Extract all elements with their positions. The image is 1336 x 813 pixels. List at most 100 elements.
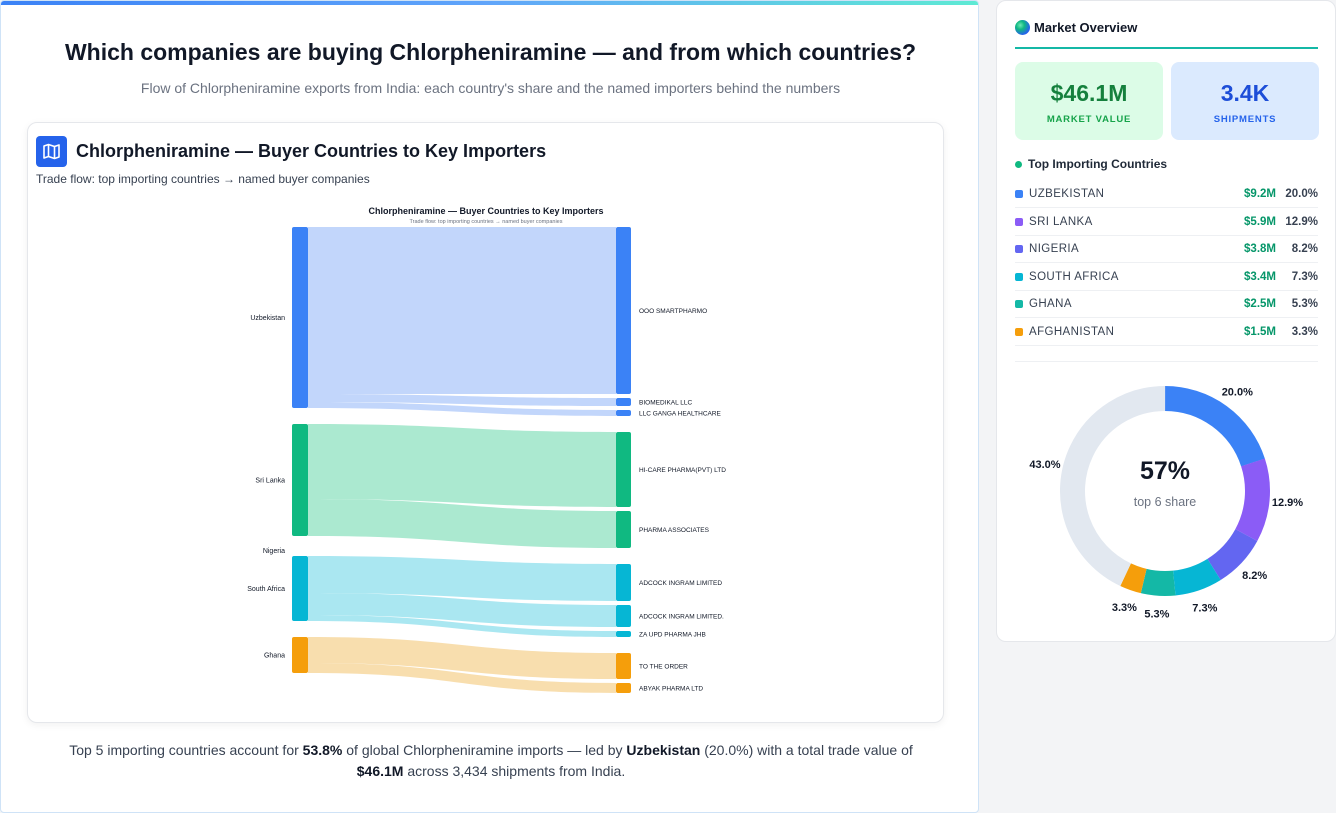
page-subtitle: Flow of Chlorpheniramine exports from In… <box>140 80 841 96</box>
sankey-label-hi-care-pharma-pvt-ltd: HI-CARE PHARMA(PVT) LTD <box>639 467 726 474</box>
donut-label-6: 43.0% <box>1029 459 1060 471</box>
donut-label-5: 3.3% <box>1112 602 1137 614</box>
sankey-label-adcock-ingram-limited: ADCOCK INGRAM LIMITED <box>639 580 722 587</box>
country-value: $3.8M <box>1244 243 1276 255</box>
country-swatch <box>1015 327 1023 336</box>
sankey-chart: Chlorpheniramine — Buyer Countries to Ke… <box>247 206 726 693</box>
summary-value: $46.1M <box>356 763 404 779</box>
country-pct: 5.3% <box>1291 298 1318 310</box>
sankey-label-pharma-associates: PHARMA ASSOCIATES <box>639 527 710 534</box>
donut-chart: 57% top 6 share 20.0% 12.9% 8.2% 7.3% 5.3% 3.… <box>1029 385 1303 621</box>
country-row: SOUTH AFRICA $3.4M 7.3% <box>1015 264 1318 291</box>
summary-part-3: (20.0%) with a total trade value of <box>700 742 913 758</box>
sankey-link-uzbekistan-to-ooo-smartpharmo <box>308 227 616 394</box>
sankey-label-llc-ganga-healthcare: LLC GANGA HEALTHCARE <box>639 411 722 418</box>
summary-leader: Uzbekistan <box>626 742 701 758</box>
sankey-label-south-africa: South Africa <box>247 586 285 593</box>
page-title: Which companies are buying Chlorpheniram… <box>64 39 917 65</box>
shipments-kpi: 3.4K SHIPMENTS <box>1171 62 1319 140</box>
country-name: NIGERIA <box>1029 243 1080 255</box>
donut-label-0: 20.0% <box>1222 386 1253 398</box>
sankey-node-biomedikal-llc <box>616 398 631 406</box>
market-overview-label: Market Overview <box>1034 20 1138 35</box>
market-overview-title: Market Overview <box>1015 20 1137 35</box>
sankey-link-sri-lanka-to-pharma-associates <box>308 499 616 548</box>
country-name: SOUTH AFRICA <box>1029 270 1119 283</box>
sankey-node-uzbekistan <box>292 227 308 408</box>
country-row: SRI LANKA $5.9M 12.9% <box>1015 209 1318 236</box>
country-swatch <box>1015 217 1023 226</box>
sankey-card-subtitle: Trade flow: top importing countries → na… <box>36 172 370 186</box>
sankey-link-sri-lanka-to-hi-care-pharma-pvt-ltd <box>308 424 616 507</box>
donut-label-3: 7.3% <box>1192 602 1217 614</box>
sankey-label-biomedikal-llc: BIOMEDIKAL LLC <box>639 400 693 407</box>
summary-part-1: Top 5 importing countries account for <box>69 742 303 758</box>
heading-dot-icon <box>1015 160 1022 168</box>
donut-slice-5 <box>1060 386 1270 596</box>
country-swatch <box>1015 245 1023 253</box>
sankey-node-abyak-pharma-ltd <box>616 683 631 693</box>
country-row: AFGHANISTAN $1.5M 3.3% <box>1015 319 1318 346</box>
sankey-label-abyak-pharma-ltd: ABYAK PHARMA LTD <box>639 686 703 693</box>
donut-label-2: 8.2% <box>1242 570 1267 582</box>
sankey-link-south-africa-to-adcock-ingram-limited <box>308 593 616 627</box>
map-icon <box>36 136 67 167</box>
sankey-link-uzbekistan-to-biomedikal-llc <box>308 394 616 406</box>
donut-center-value: 57% <box>1140 457 1190 485</box>
donut-slice-2 <box>1060 386 1270 596</box>
country-name: UZBEKISTAN <box>1029 188 1105 200</box>
summary-text: Top 5 importing countries account for 53… <box>31 740 951 782</box>
sankey-inner-subtitle: Trade flow: top importing countries → na… <box>410 219 563 225</box>
donut-slice-1 <box>1060 386 1270 596</box>
country-swatch <box>1015 272 1023 281</box>
sankey-label-adcock-ingram-limited: ADCOCK INGRAM LIMITED. <box>639 614 724 621</box>
country-row: NIGERIA $3.8M 8.2% <box>1015 236 1318 263</box>
sankey-label-za-upd-pharma-jhb: ZA UPD PHARMA JHB <box>639 632 706 639</box>
sankey-node-sri-lanka <box>292 424 308 536</box>
country-row: UZBEKISTAN $9.2M 20.0% <box>1015 181 1318 208</box>
sankey-label-ghana: Ghana <box>264 653 285 660</box>
top-countries-heading: Top Importing Countries <box>1015 157 1167 171</box>
market-value-label: MARKET VALUE <box>1046 114 1132 125</box>
country-pct: 12.9% <box>1285 215 1318 228</box>
donut-label-4: 5.3% <box>1144 609 1169 621</box>
donut-center-label: top 6 share <box>1134 495 1197 509</box>
country-swatch <box>1015 300 1023 308</box>
globe-icon <box>1015 20 1030 35</box>
sankey-node-adcock-ingram-limited <box>616 564 631 601</box>
country-value: $3.4M <box>1244 270 1276 283</box>
sankey-node-ooo-smartpharmo <box>616 227 631 394</box>
donut-slice-4 <box>1060 386 1270 596</box>
country-pct: 3.3% <box>1291 325 1318 338</box>
sankey-link-uzbekistan-to-llc-ganga-healthcare <box>308 402 616 416</box>
sankey-card: Chlorpheniramine — Buyer Countries to Ke… <box>27 122 944 723</box>
country-pct: 20.0% <box>1285 188 1318 200</box>
country-name: GHANA <box>1029 298 1072 310</box>
market-overview-card: Market Overview $46.1M MARKET VALUE 3.4K… <box>996 0 1336 642</box>
donut-label-1: 12.9% <box>1272 497 1303 509</box>
main-card: Which companies are buying Chlorpheniram… <box>0 0 979 813</box>
shipments-label: SHIPMENTS <box>1213 114 1277 125</box>
sankey-link-ghana-to-to-the-order <box>308 637 616 679</box>
sankey-node-south-africa <box>292 556 308 621</box>
country-value: $9.2M <box>1244 188 1276 200</box>
sankey-node-pharma-associates <box>616 511 631 548</box>
sankey-node-ghana <box>292 637 308 673</box>
country-pct: 8.2% <box>1291 243 1318 255</box>
sankey-label-ooo-smartpharmo: OOO SMARTPHARMO <box>639 308 707 315</box>
country-value: $2.5M <box>1244 298 1276 310</box>
sankey-inner-title: Chlorpheniramine — Buyer Countries to Ke… <box>368 206 603 216</box>
country-value: $1.5M <box>1244 325 1276 338</box>
summary-share-pct: 53.8% <box>302 742 343 758</box>
summary-part-4: across 3,434 shipments from India. <box>403 763 626 779</box>
country-name: AFGHANISTAN <box>1029 325 1115 338</box>
sankey-label-sri-lanka: Sri Lanka <box>255 478 285 485</box>
country-row: GHANA $2.5M 5.3% <box>1015 291 1318 318</box>
sankey-node-hi-care-pharma-pvt-ltd <box>616 432 631 507</box>
shipments-value: 3.4K <box>1220 80 1270 106</box>
title-underline <box>1015 47 1318 49</box>
top-countries-label: Top Importing Countries <box>1028 157 1168 171</box>
sankey-label-to-the-order: TO THE ORDER <box>639 664 688 671</box>
sankey-link-south-africa-to-adcock-ingram-limited <box>308 556 616 601</box>
market-value: $46.1M <box>1050 80 1128 106</box>
